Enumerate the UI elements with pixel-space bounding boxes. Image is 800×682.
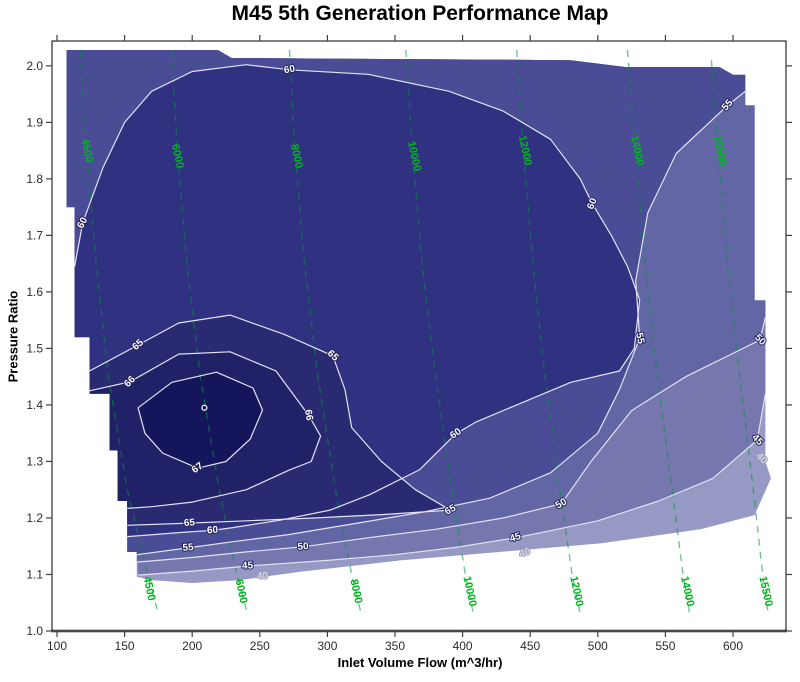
clab-text: 65: [184, 517, 196, 529]
y-tick-label: 1.7: [26, 228, 43, 242]
x-tick-label: 600: [723, 639, 743, 653]
slab-text: 15500: [756, 575, 774, 607]
x-tick-label: 300: [317, 639, 337, 653]
efficiency-bands: [66, 50, 771, 583]
flab-text: 40: [257, 571, 269, 583]
y-tick-label: 2.0: [26, 59, 43, 73]
contour-line-65: [89, 314, 451, 526]
y-tick-label: 1.4: [26, 398, 43, 412]
x-tick-label: 200: [182, 639, 202, 653]
x-tick-label: 500: [588, 639, 608, 653]
x-tick-label: 100: [47, 639, 67, 653]
speed-labels: 4500450060006000800080001000010000120001…: [78, 134, 774, 607]
clab-text: 50: [297, 541, 309, 553]
speed-line-10000: [405, 49, 475, 615]
x-axis-label: Inlet Volume Flow (m^3/hr): [337, 655, 503, 670]
slab-text: 10000: [460, 575, 478, 607]
clab-text: 55: [182, 542, 194, 554]
x-tick-label: 450: [520, 639, 540, 653]
speed-line-6000: [171, 49, 249, 615]
y-tick-label: 1.3: [26, 454, 43, 468]
clab-text: 66: [302, 409, 315, 422]
speed-line-8000: [288, 49, 362, 615]
speed-lines: [79, 49, 769, 615]
slab-text: 4500: [141, 575, 158, 601]
peak-efficiency-marker: [201, 404, 208, 411]
clab-text: 55: [633, 332, 646, 346]
y-tick-label: 1.0: [26, 624, 43, 638]
contour-line-67: [137, 371, 264, 469]
y-tick-label: 1.6: [26, 285, 43, 299]
slab-text: 6000: [169, 143, 186, 169]
chart-title: M45 5th Generation Performance Map: [231, 2, 609, 25]
slab-text: 4500: [78, 137, 95, 163]
speed-line-14000: [626, 49, 691, 615]
y-tick-label: 1.5: [26, 341, 43, 355]
slab-text: 14000: [678, 575, 696, 607]
contour-line-55: [136, 90, 746, 556]
flab-text: 40: [518, 546, 532, 560]
clab-text: 60: [283, 63, 296, 76]
plot-border: [51, 40, 787, 632]
slab-text: 8000: [288, 143, 305, 169]
x-tick-label: 400: [453, 639, 473, 653]
x-tick-label: 250: [250, 639, 270, 653]
y-axis-label: Pressure Ratio: [5, 290, 21, 383]
slab-text: 6000: [233, 578, 250, 604]
speed-line-4500: [79, 49, 160, 615]
contour-line-50: [136, 317, 766, 563]
x-tick-label: 350: [385, 639, 405, 653]
efficiency-contour-lines: [74, 64, 766, 576]
speed-line-12000: [516, 49, 581, 615]
clab-text: 45: [508, 531, 522, 545]
contour-line-60: [74, 64, 641, 538]
clab-text: 45: [242, 560, 254, 572]
slab-text: 8000: [347, 578, 364, 604]
y-tick-label: 1.8: [26, 172, 43, 186]
contour-line-45: [138, 393, 766, 576]
x-tick-label: 550: [655, 639, 675, 653]
contour-line-66: [89, 351, 322, 509]
clab-text: 60: [207, 525, 219, 537]
slab-text: 12000: [567, 575, 585, 607]
speed-line-15500: [710, 60, 769, 615]
axes: 100 150 200 250 300 350 400 450 500 550 600 1.0 1.1 1…: [26, 35, 792, 653]
y-tick-label: 1.1: [26, 567, 43, 581]
band-gte-67: [138, 372, 263, 469]
x-tick-label: 150: [115, 639, 135, 653]
y-tick-label: 1.9: [26, 115, 43, 129]
clab-text: 60: [585, 196, 600, 211]
y-tick-label: 1.2: [26, 511, 43, 525]
